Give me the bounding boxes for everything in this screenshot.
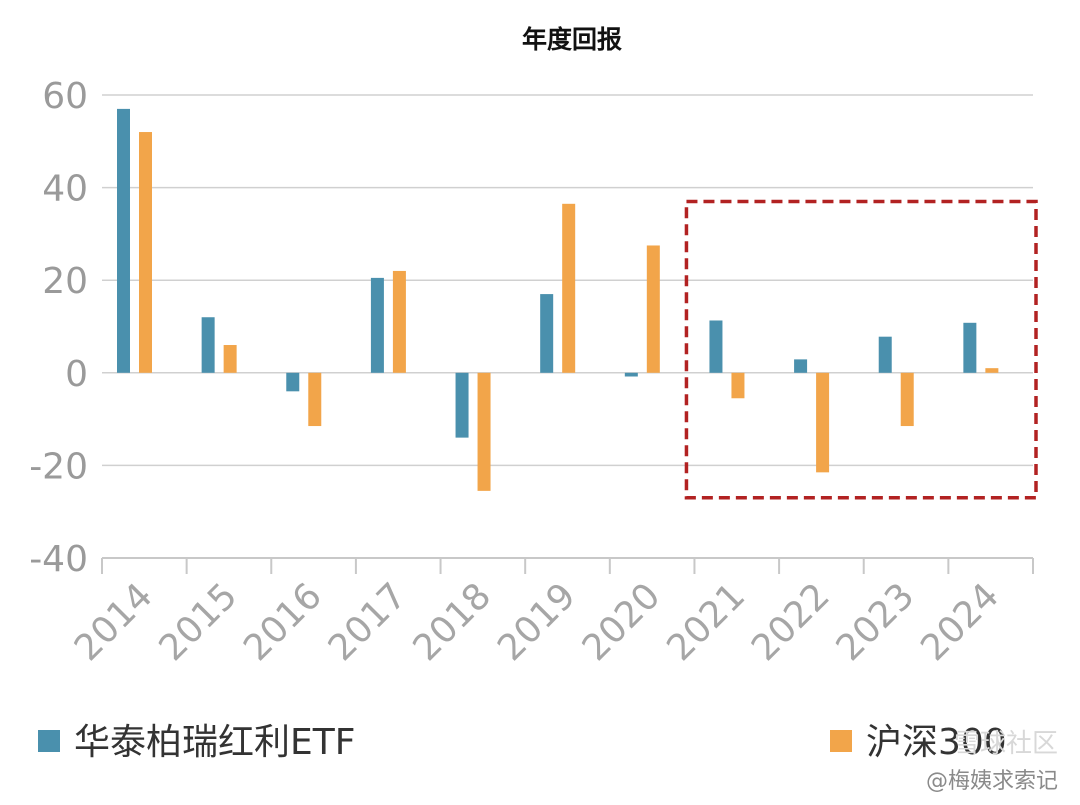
bar-series-1 bbox=[286, 372, 300, 392]
highlight-box bbox=[684, 199, 1038, 500]
x-axis-tick-labels: 2014201520162017201820192020202120222023… bbox=[67, 575, 1007, 669]
bar-series-1 bbox=[201, 317, 215, 373]
watermark-author-text: @梅姨求索记 bbox=[926, 769, 1058, 794]
x-tick-label: 2023 bbox=[829, 575, 923, 669]
bar-series-1 bbox=[709, 320, 723, 373]
watermark: 雪球社区 @梅姨求索记 bbox=[926, 729, 1058, 794]
legend-swatch-series-1 bbox=[38, 730, 60, 752]
legend-label-series-2: 沪深300 bbox=[866, 722, 1007, 763]
watermark-community-text: 雪球社区 bbox=[954, 729, 1058, 759]
bar-series-2 bbox=[646, 245, 660, 373]
bar-series-2 bbox=[900, 372, 914, 427]
legend-label-series-1: 华泰柏瑞红利ETF bbox=[74, 722, 355, 763]
y-tick-label: -40 bbox=[29, 539, 88, 580]
bar-series-1 bbox=[794, 359, 808, 373]
x-tick-label: 2024 bbox=[913, 575, 1007, 669]
x-tick-label: 2015 bbox=[152, 575, 246, 669]
x-tick-label: 2014 bbox=[67, 575, 161, 669]
bar-series-2 bbox=[223, 345, 237, 373]
y-tick-label: 0 bbox=[65, 354, 88, 395]
x-tick-label: 2019 bbox=[490, 575, 584, 669]
bar-series-1 bbox=[370, 277, 384, 373]
bar-series-1 bbox=[963, 322, 977, 373]
chart-title: 年度回报 bbox=[522, 25, 622, 54]
x-axis bbox=[101, 557, 1034, 574]
x-tick-label: 2017 bbox=[321, 575, 415, 669]
bar-series-2 bbox=[139, 132, 152, 373]
bar-series-1 bbox=[455, 372, 469, 438]
x-tick-label: 2020 bbox=[575, 575, 669, 669]
bar-series-1 bbox=[624, 372, 638, 377]
legend: 华泰柏瑞红利ETF 沪深300 bbox=[38, 722, 1007, 763]
bar-series-1 bbox=[540, 294, 554, 373]
y-tick-label: 60 bbox=[42, 76, 88, 117]
x-tick-label: 2021 bbox=[659, 575, 753, 669]
y-tick-label: 20 bbox=[42, 261, 88, 302]
bar-series-2 bbox=[308, 372, 322, 427]
y-tick-label: -20 bbox=[29, 446, 88, 487]
legend-swatch-series-2 bbox=[830, 730, 852, 752]
highlight-box-group bbox=[684, 199, 1038, 500]
bar-series-1 bbox=[878, 336, 892, 373]
bar-series-1 bbox=[117, 108, 130, 373]
bar-series-2 bbox=[562, 203, 576, 373]
bar-series-2 bbox=[731, 372, 745, 399]
y-tick-label: 40 bbox=[42, 169, 88, 210]
bar-series-2 bbox=[816, 372, 830, 473]
y-axis-tick-labels: 60 40 20 0 -20 -40 bbox=[29, 76, 88, 580]
x-tick-label: 2016 bbox=[236, 575, 330, 669]
bars bbox=[117, 108, 999, 491]
x-tick-label: 2018 bbox=[405, 575, 499, 669]
bar-series-2 bbox=[985, 368, 999, 373]
bar-series-2 bbox=[392, 270, 406, 373]
bar-series-2 bbox=[477, 372, 491, 491]
x-tick-label: 2022 bbox=[744, 575, 838, 669]
